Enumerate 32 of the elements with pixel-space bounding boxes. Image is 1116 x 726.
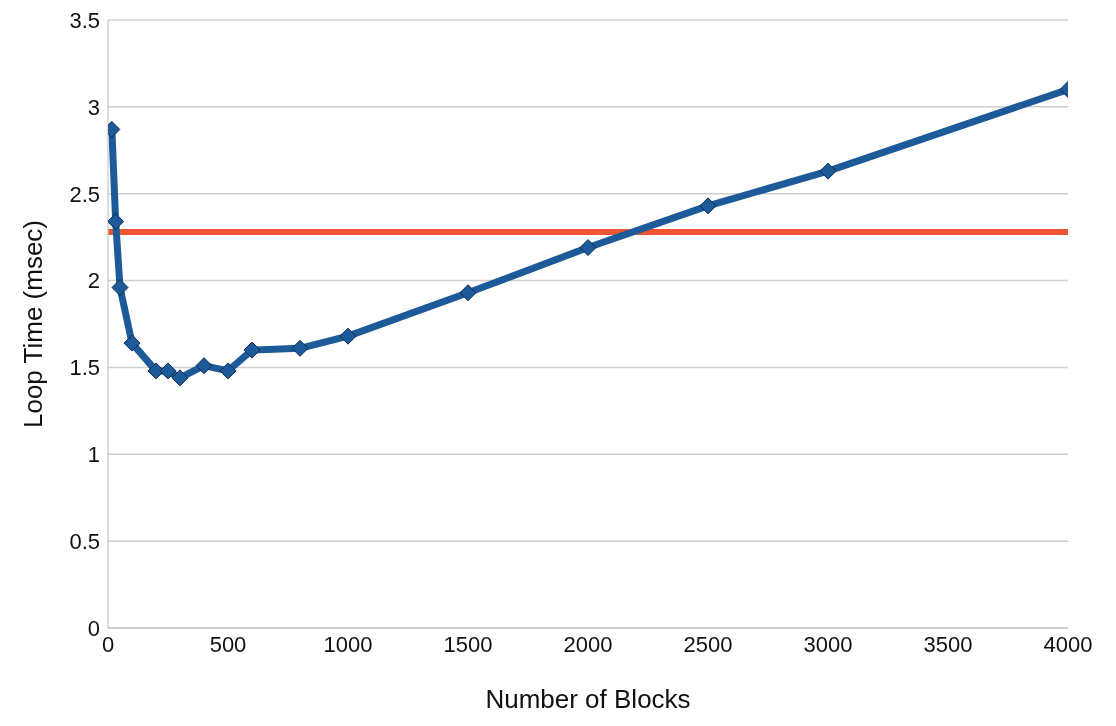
point	[195, 357, 213, 375]
y-tick-label: 0	[87, 615, 100, 641]
y-tick-label: 3	[87, 94, 100, 120]
x-tick-label: 1500	[443, 631, 493, 657]
point	[243, 341, 261, 359]
point	[111, 279, 129, 297]
point	[819, 162, 837, 180]
y-tick-label: 1	[87, 442, 100, 468]
x-tick-label: 3500	[923, 631, 973, 657]
point	[171, 369, 189, 387]
x-tick-label: 2000	[563, 631, 613, 657]
y-tick-label: 1.5	[69, 355, 100, 381]
y-tick-label: 0.5	[69, 528, 100, 554]
x-axis-title: Number of Blocks	[485, 684, 691, 714]
x-tick-label: 4000	[1043, 631, 1093, 657]
point	[219, 362, 237, 380]
point	[123, 334, 141, 352]
x-tick-label: 3000	[803, 631, 853, 657]
point	[108, 213, 125, 231]
point	[699, 197, 717, 215]
point	[159, 362, 177, 380]
point	[339, 327, 357, 345]
x-tick-label: 1000	[323, 631, 373, 657]
point	[291, 339, 309, 357]
y-tick-label: 2	[87, 268, 100, 294]
y-tick-label: 2.5	[69, 181, 100, 207]
x-tick-label: 500	[209, 631, 247, 657]
point	[459, 284, 477, 302]
point	[579, 239, 597, 257]
y-tick-label: 3.5	[69, 7, 100, 33]
y-axis-title: Loop Time (msec)	[18, 219, 49, 429]
x-tick-label: 2500	[683, 631, 733, 657]
